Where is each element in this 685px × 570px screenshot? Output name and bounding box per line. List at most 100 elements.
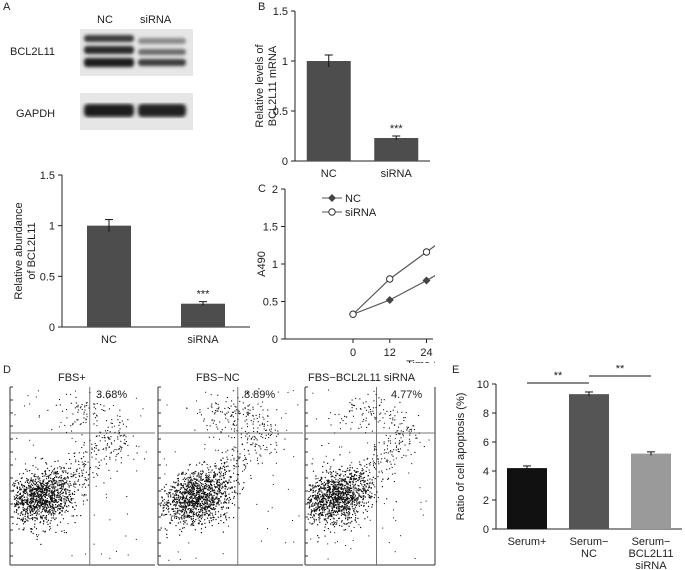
flow-event — [216, 496, 218, 498]
flow-event — [101, 437, 103, 439]
flow-event — [113, 450, 115, 452]
flow-event — [228, 517, 230, 519]
flow-event — [196, 500, 198, 502]
flow-event — [67, 477, 69, 479]
flow-event — [342, 489, 344, 491]
flow-event — [66, 473, 68, 475]
flow-event — [211, 489, 214, 491]
flow-event — [120, 440, 122, 442]
flow-event — [346, 496, 348, 498]
flow-event — [374, 444, 376, 446]
flow-event — [28, 501, 30, 503]
flow-event — [224, 467, 226, 469]
flow-event — [256, 443, 258, 445]
flow-event — [30, 507, 32, 509]
flow-event — [41, 497, 43, 499]
flow-event — [337, 498, 339, 500]
flow-event — [68, 501, 71, 503]
flow-event — [181, 509, 183, 511]
flow-event — [352, 486, 354, 488]
flow-event — [252, 436, 254, 438]
flow-event — [81, 447, 83, 449]
flow-event — [243, 448, 245, 450]
flow-event — [40, 494, 42, 496]
flow-event — [36, 506, 38, 508]
flow-event — [315, 497, 317, 499]
flow-event — [19, 473, 21, 475]
flow-event — [225, 480, 227, 482]
flow-event — [210, 490, 212, 493]
flow-event — [52, 480, 54, 482]
flow-event — [398, 443, 400, 445]
flow-event — [41, 495, 43, 497]
flow-event — [82, 421, 84, 423]
flow-event — [343, 529, 345, 531]
flow-event — [243, 469, 245, 471]
flow-event — [41, 487, 43, 489]
flow-event — [357, 498, 359, 500]
flow-event — [332, 500, 335, 502]
flow-event — [41, 517, 43, 519]
flow-event — [16, 479, 18, 482]
flow-event — [330, 499, 332, 501]
flow-event — [39, 500, 41, 502]
flow-event — [351, 462, 353, 464]
flow-event — [77, 419, 79, 421]
flow-event — [221, 482, 223, 484]
flow-event — [317, 535, 319, 537]
flow-event — [328, 481, 330, 483]
flow-event — [100, 432, 102, 434]
flow-event — [177, 485, 179, 487]
flow-event — [364, 481, 366, 483]
flow-event — [38, 494, 40, 496]
flow-event — [207, 494, 209, 496]
flow-event — [27, 520, 29, 522]
flow-event — [190, 500, 192, 502]
flow-event — [161, 497, 163, 499]
flow-event — [354, 477, 356, 479]
flow-event — [35, 484, 37, 486]
flow-event — [189, 498, 191, 500]
flow-event — [235, 412, 237, 414]
flow-event — [197, 488, 199, 490]
flow-event — [359, 423, 361, 425]
flow-event — [205, 499, 207, 501]
flow-event — [208, 513, 210, 516]
flow-event — [313, 515, 315, 517]
flow-event — [333, 489, 335, 491]
flow-event — [48, 480, 50, 482]
flow-event — [400, 437, 402, 439]
flow-event — [38, 500, 40, 502]
flow-event — [187, 508, 189, 511]
flow-event — [60, 474, 62, 477]
flow-event — [44, 511, 46, 513]
flow-event — [378, 463, 380, 465]
flow-event — [109, 519, 111, 521]
flow-event — [25, 510, 27, 512]
flow-event — [177, 551, 179, 553]
flow-event — [228, 497, 231, 499]
flow-event — [378, 442, 380, 444]
flow-event — [197, 412, 198, 414]
flow-event — [49, 501, 51, 503]
flow-event — [22, 518, 24, 521]
flow-event — [38, 478, 40, 480]
flow-event — [193, 513, 195, 515]
flow-event — [198, 516, 201, 518]
flow-event — [374, 416, 376, 418]
flow-event — [342, 470, 344, 472]
flow-event — [22, 502, 25, 504]
flow-event — [199, 509, 202, 511]
flow-event — [254, 449, 256, 451]
flow-event — [180, 483, 182, 485]
flow-event — [68, 489, 70, 492]
flow-event — [337, 473, 339, 475]
flow-event — [241, 443, 243, 445]
flow-event — [238, 458, 240, 460]
flow-event — [42, 485, 44, 488]
flow-event — [331, 497, 334, 499]
flow-event — [324, 506, 326, 508]
flow-event — [179, 521, 182, 523]
flow-event — [389, 461, 391, 463]
flow-event — [323, 499, 325, 501]
